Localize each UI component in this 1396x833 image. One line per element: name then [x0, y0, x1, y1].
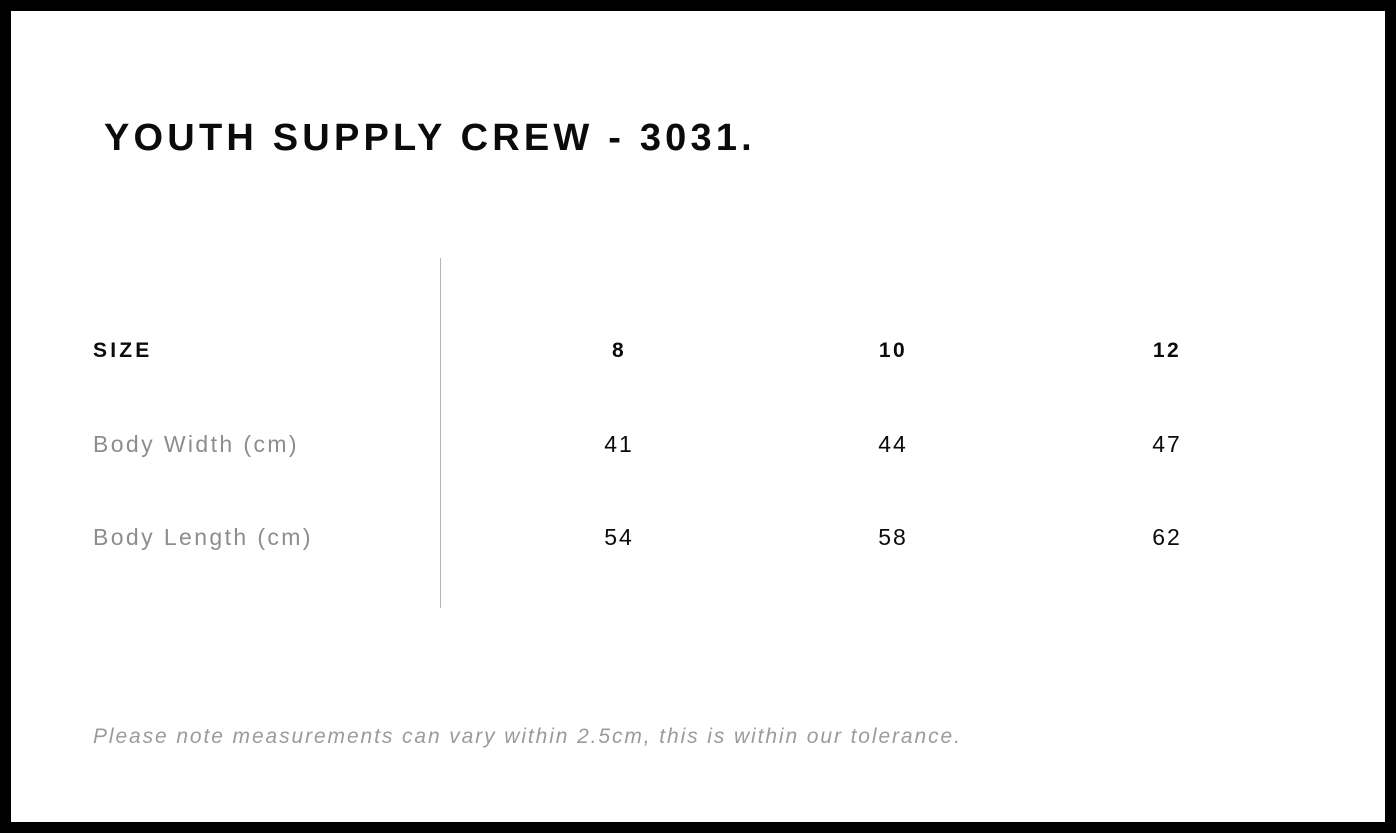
row-label-body-length: Body Length (cm)	[93, 524, 313, 550]
measurements-table: SIZE 8 10 12 Body Width (cm) 41 44 47 Bo…	[11, 11, 1385, 822]
table-header-row: SIZE 8 10 12	[11, 331, 1385, 371]
page-title: YOUTH SUPPLY CREW - 3031.	[104, 117, 756, 159]
cell-body-length-12: 62	[1152, 524, 1182, 550]
cell-body-length-8: 54	[604, 524, 634, 550]
cell-body-length-10: 58	[878, 524, 908, 550]
table-row: Body Length (cm) 54 58 62	[11, 517, 1385, 557]
table-header-size-10: 10	[878, 339, 908, 362]
cell-body-width-10: 44	[878, 431, 908, 457]
table-header-size-12: 12	[1152, 339, 1182, 362]
cell-body-width-12: 47	[1152, 431, 1182, 457]
tolerance-note: Please note measurements can vary within…	[93, 725, 962, 748]
table-row: Body Width (cm) 41 44 47	[11, 424, 1385, 464]
cell-body-width-8: 41	[604, 431, 634, 457]
table-vertical-divider	[440, 258, 441, 608]
table-header-size-label: SIZE	[93, 339, 153, 362]
size-chart-card: YOUTH SUPPLY CREW - 3031. SIZE 8 10 12 B…	[11, 11, 1385, 822]
row-label-body-width: Body Width (cm)	[93, 431, 299, 457]
table-header-size-8: 8	[611, 339, 627, 362]
